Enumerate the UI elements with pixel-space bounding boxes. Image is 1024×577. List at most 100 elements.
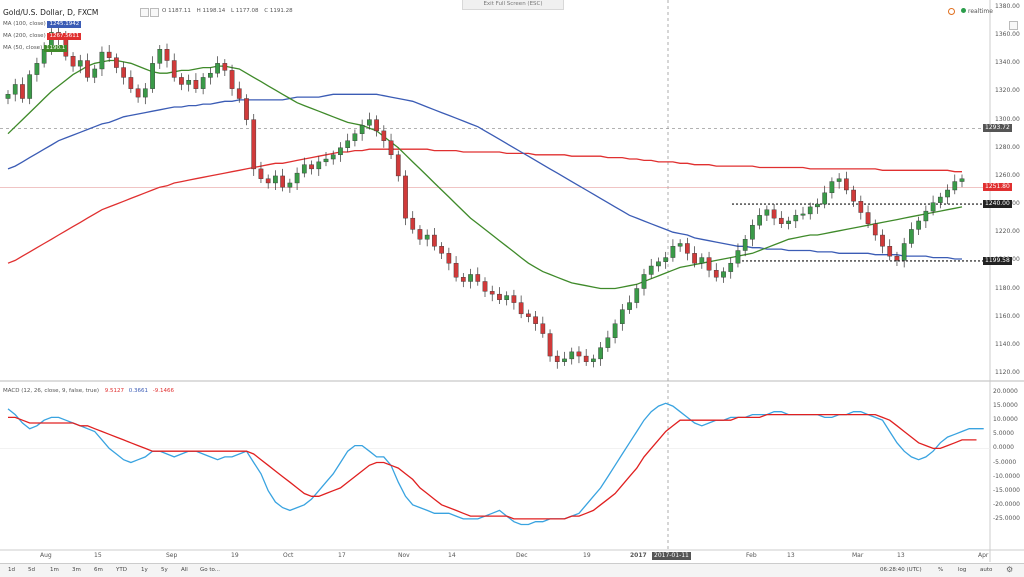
realtime-label: realtime xyxy=(968,8,993,15)
goto-date-button[interactable]: Go to... xyxy=(200,567,221,573)
legend-ma200[interactable]: MA (200, close) 1267.5611 xyxy=(3,33,82,40)
candle-down xyxy=(229,70,235,89)
candle-up xyxy=(92,68,98,78)
legend-ma50[interactable]: MA (50, close) 1190.1 xyxy=(3,45,68,52)
candle-down xyxy=(894,255,900,261)
realtime-indicator[interactable]: realtime xyxy=(948,8,993,15)
candle-down xyxy=(446,253,452,264)
candle-up xyxy=(721,271,726,278)
auto-toggle[interactable]: auto xyxy=(980,567,993,573)
candle-up xyxy=(27,74,33,99)
candle-up xyxy=(901,243,907,261)
candle-up xyxy=(800,213,806,216)
alert-icon[interactable] xyxy=(948,8,955,15)
candle-up xyxy=(959,178,965,182)
candle-up xyxy=(656,261,661,267)
time-axis-label: 17 xyxy=(338,552,346,559)
candle-down xyxy=(164,49,170,61)
time-axis-label: Feb xyxy=(746,552,757,559)
timeframe-3m[interactable]: 3m xyxy=(72,567,81,573)
clock-readout: 06:28:40 (UTC) xyxy=(880,567,922,573)
candle-down xyxy=(576,351,582,357)
timeframe-ytd[interactable]: YTD xyxy=(116,567,127,573)
candle-up xyxy=(562,358,567,362)
macd-axis-label: 20.0000 xyxy=(993,388,1018,395)
candle-up xyxy=(634,288,640,303)
timeframe-1m[interactable]: 1m xyxy=(50,567,59,573)
macd-axis-label: 5.0000 xyxy=(993,430,1014,438)
candle-up xyxy=(208,72,213,78)
exit-fullscreen-button[interactable]: Exit Full Screen (ESC) xyxy=(462,0,564,10)
ohlc-low: L 1177.08 xyxy=(230,8,259,14)
timeframe-6m[interactable]: 6m xyxy=(94,567,103,573)
candle-down xyxy=(554,355,560,362)
gear-icon[interactable]: ⚙ xyxy=(1006,565,1014,574)
candle-up xyxy=(142,88,148,98)
legend-ma50-label: MA (50, close) xyxy=(3,45,43,51)
time-axis-label: Dec xyxy=(516,552,528,559)
candle-up xyxy=(836,178,842,182)
candle-down xyxy=(489,291,495,295)
price-tag: 1251.80 xyxy=(983,183,1012,192)
candle-up xyxy=(424,234,430,240)
price-axis-label: 1380.00 xyxy=(995,3,1020,11)
candle-up xyxy=(338,147,343,156)
price-axis-label: 1220.00 xyxy=(995,228,1020,236)
legend-ma100[interactable]: MA (100, close) 1245.1942 xyxy=(3,21,82,28)
log-toggle[interactable]: log xyxy=(958,567,967,573)
macd-axis-label: 0.0000 xyxy=(993,444,1014,452)
time-axis-label: Oct xyxy=(283,552,294,559)
macd-value-3: -9.1466 xyxy=(152,388,175,394)
candle-down xyxy=(511,295,517,303)
crosshair-date-tag: 2017-01-11 xyxy=(652,552,691,560)
candle-down xyxy=(85,60,90,78)
price-axis-label: 1300.00 xyxy=(995,115,1020,123)
candle-down xyxy=(851,189,856,202)
candle-up xyxy=(294,172,300,184)
candle-down xyxy=(280,175,285,188)
candle-down xyxy=(475,274,481,282)
candle-down xyxy=(432,234,437,247)
candle-down xyxy=(460,277,466,282)
candle-down xyxy=(114,57,119,68)
candle-up xyxy=(99,51,105,70)
timeframe-all[interactable]: All xyxy=(181,567,188,573)
candle-up xyxy=(34,63,40,75)
candle-up xyxy=(909,229,914,244)
percent-toggle[interactable]: % xyxy=(938,567,944,573)
price-axis-label: 1160.00 xyxy=(995,312,1020,320)
candle-up xyxy=(367,119,372,126)
candle-up xyxy=(764,209,770,216)
price-axis-label: 1180.00 xyxy=(995,284,1020,292)
candle-up xyxy=(468,274,473,282)
candle-up xyxy=(569,351,575,360)
maximize-icon[interactable] xyxy=(1009,21,1018,30)
ma100-line xyxy=(7,93,962,260)
settings-icon[interactable] xyxy=(140,8,149,17)
price-tag: 1293.72 xyxy=(983,124,1012,133)
candle-down xyxy=(236,88,242,99)
candle-down xyxy=(497,293,502,300)
macd-legend[interactable]: MACD (12, 26, close, 9, false, true) 9.5… xyxy=(3,388,174,394)
candle-down xyxy=(706,257,712,271)
timeframe-5d[interactable]: 5d xyxy=(28,567,35,573)
macd-axis-label: -20.0000 xyxy=(993,500,1020,508)
price-axis-label: 1320.00 xyxy=(995,87,1020,95)
ma50-line xyxy=(7,59,963,290)
timeframe-5y[interactable]: 5y xyxy=(161,567,168,573)
ohlc-open: O 1187.11 xyxy=(162,8,191,14)
candle-up xyxy=(323,158,329,163)
candle-down xyxy=(778,217,784,224)
time-axis-label: 19 xyxy=(231,552,239,559)
timeframe-1y[interactable]: 1y xyxy=(141,567,148,573)
ohlc-readout: O 1187.11 H 1198.14 L 1177.08 C 1191.28 xyxy=(162,8,297,14)
candle-down xyxy=(439,246,444,254)
price-axis-label: 1340.00 xyxy=(995,59,1020,67)
timeframe-1d[interactable]: 1d xyxy=(8,567,15,573)
price-axis-label: 1360.00 xyxy=(995,31,1020,39)
candle-up xyxy=(504,295,510,300)
time-axis-label: Apr xyxy=(978,552,989,559)
close-icon[interactable] xyxy=(150,8,159,17)
price-tag: 1240.00 xyxy=(983,200,1012,209)
